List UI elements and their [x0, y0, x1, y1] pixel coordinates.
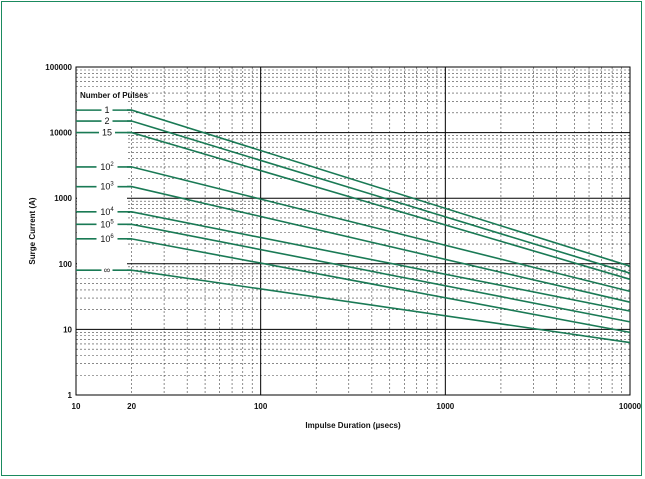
legend-label-bg — [101, 104, 113, 114]
legend-label-bg — [96, 160, 118, 170]
legend-items: 12 15 102 103 104 105 106 ∞ — [77, 104, 132, 275]
y-tick-label: 1000 — [54, 194, 72, 203]
legend-pulse-label: ∞ — [104, 265, 110, 275]
y-tick-label: 10 — [63, 325, 72, 334]
y-tick-label: 100 — [59, 260, 73, 269]
tick-labels: 10 20 100 1000 10000 1 10 100 1000 10000 100000 — [45, 63, 641, 411]
grid — [75, 66, 631, 396]
legend-label-bg — [101, 115, 113, 125]
legend-pulse-label: 1 — [104, 105, 109, 115]
legend: Number of Pulses 12 15 102 103 104 105 106 ∞ — [77, 89, 149, 279]
legend-title: Number of Pulses — [80, 91, 149, 100]
x-axis-label: Impulse Duration (µsecs) — [305, 421, 401, 430]
y-tick-label: 10000 — [50, 129, 73, 138]
legend-label-bg — [96, 218, 118, 228]
y-tick-label: 100000 — [45, 63, 72, 72]
legend-pulse-label: 104 — [100, 207, 114, 217]
x-tick-label: 10000 — [619, 402, 642, 411]
legend-pulse-label: 105 — [100, 219, 114, 229]
legend-pulse-label: 106 — [100, 234, 114, 244]
x-tick-label: 1000 — [436, 402, 454, 411]
legend-pulse-label: 2 — [104, 116, 109, 126]
legend-label-bg — [96, 180, 118, 190]
legend-pulse-label: 102 — [100, 162, 114, 172]
x-tick-label: 20 — [127, 402, 136, 411]
x-tick-label: 10 — [72, 402, 81, 411]
legend-label-bg — [99, 126, 115, 136]
legend-label-bg — [101, 264, 113, 274]
legend-pulse-label: 103 — [100, 182, 114, 192]
legend-pulse-label: 15 — [102, 128, 112, 138]
plot-area — [75, 66, 631, 396]
legend-label-bg — [96, 205, 118, 215]
y-axis-label: Surge Current (A) — [28, 197, 37, 264]
x-tick-label: 100 — [254, 402, 268, 411]
legend-label-bg — [96, 232, 118, 242]
y-tick-label: 1 — [68, 391, 73, 400]
